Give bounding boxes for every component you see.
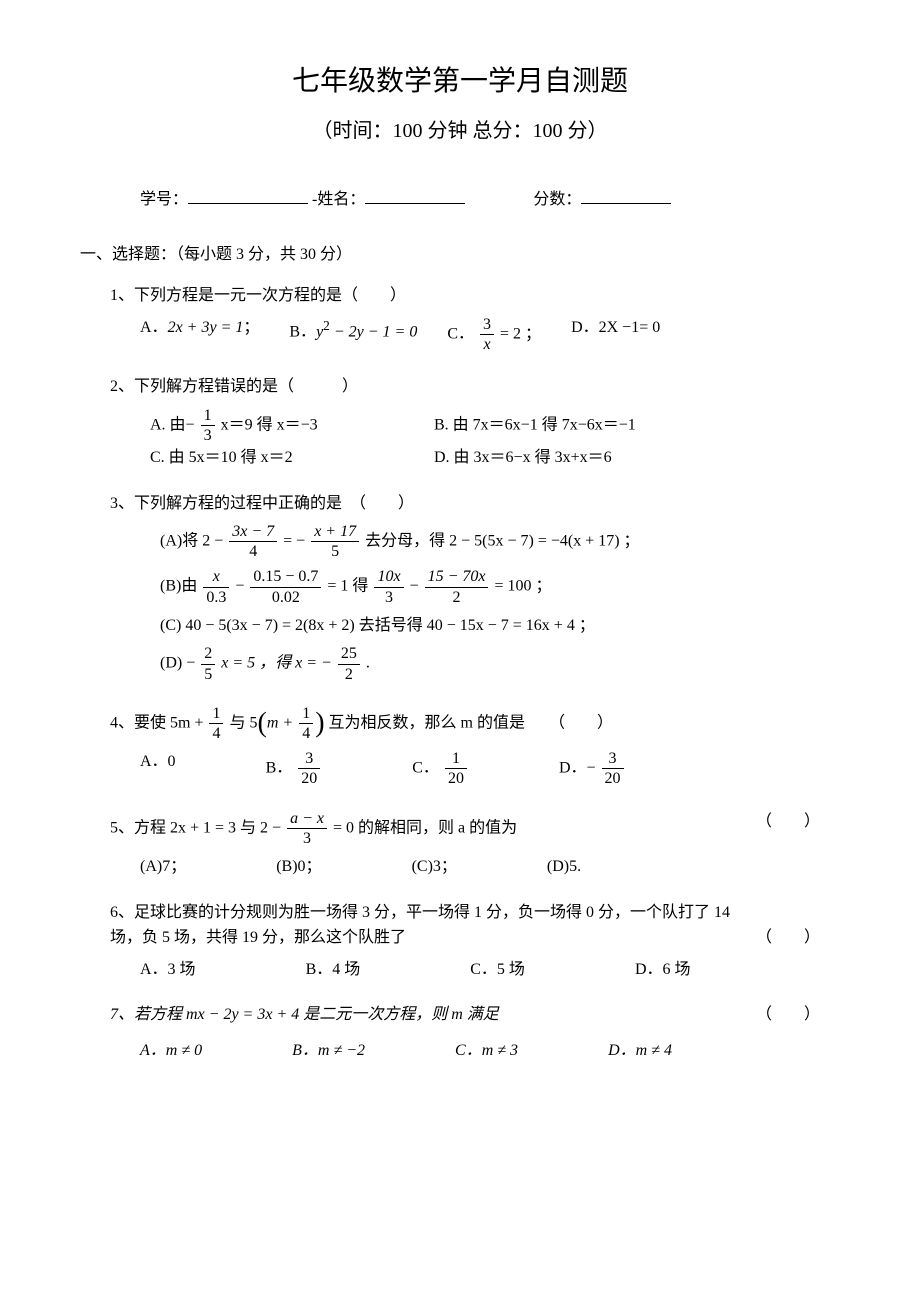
q3-optC: (C) 40 − 5(3x − 7) = 2(8x + 2) 去括号得 40 −… bbox=[160, 613, 840, 639]
q7-optD: D．m ≠ 4 bbox=[608, 1038, 672, 1064]
q1-options: A．2x + 3y = 1； B．y2 − 2y − 1 = 0 C． 3x =… bbox=[140, 315, 840, 354]
question-7: 7、若方程 mx − 2y = 3x + 4 是二元一次方程，则 m 满足 （ … bbox=[110, 1002, 840, 1063]
q7-stem: 7、若方程 mx − 2y = 3x + 4 是二元一次方程，则 m 满足 bbox=[110, 1006, 499, 1023]
score-label: 分数： bbox=[533, 191, 581, 208]
q1-optA: A．2x + 3y = 1； bbox=[140, 315, 259, 354]
q2-row2: C. 由 5x＝10 得 x＝2 D. 由 3x＝6−x 得 3x+x＝6 bbox=[150, 445, 840, 471]
q4-optD: D．− 320 bbox=[559, 749, 626, 788]
page-subtitle: （时间：100 分钟 总分：100 分） bbox=[80, 115, 840, 147]
q5-options: (A)7； (B)0； (C)3； (D)5. bbox=[140, 854, 840, 880]
question-1: 1、下列方程是一元一次方程的是（ ） A．2x + 3y = 1； B．y2 −… bbox=[110, 283, 840, 354]
q6-optB: B．4 场 bbox=[306, 957, 361, 983]
q5-optC: (C)3； bbox=[412, 854, 457, 880]
q2-row1: A. 由− 13 x＝9 得 x＝−3 B. 由 7x＝6x−1 得 7x−6x… bbox=[150, 406, 840, 445]
q1-optD: D．2X −1= 0 bbox=[571, 315, 660, 354]
q4-stem: 4、要使 5m + 14 与 5(m + 14) 互为相反数，那么 m 的值是 … bbox=[110, 704, 840, 743]
q3-optA: (A)将 2 − 3x − 74 = − x + 175 去分母，得 2 − 5… bbox=[160, 522, 840, 561]
question-2: 2、下列解方程错误的是（ ） A. 由− 13 x＝9 得 x＝−3 B. 由 … bbox=[110, 374, 840, 471]
q6-optA: A．3 场 bbox=[140, 957, 196, 983]
q5-paren: （ ） bbox=[756, 809, 820, 835]
student-id-label: 学号： bbox=[140, 191, 188, 208]
q7-optA: A．m ≠ 0 bbox=[140, 1038, 202, 1064]
q5-optD: (D)5. bbox=[547, 854, 581, 880]
q6-options: A．3 场 B．4 场 C．5 场 D．6 场 bbox=[140, 957, 840, 983]
q5-optB: (B)0； bbox=[276, 854, 321, 880]
q5-stem: 5、方程 2x + 1 = 3 与 2 − a − x3 = 0 的解相同，则 … bbox=[110, 809, 840, 848]
q6-optC: C．5 场 bbox=[470, 957, 525, 983]
question-4: 4、要使 5m + 14 与 5(m + 14) 互为相反数，那么 m 的值是 … bbox=[110, 704, 840, 789]
score-blank bbox=[581, 188, 671, 204]
q7-paren: （ ） bbox=[756, 1002, 820, 1028]
q3-stem: 3、下列解方程的过程中正确的是 （ ） bbox=[110, 491, 840, 517]
q4-optC: C． 120 bbox=[412, 749, 469, 788]
q3-optD: (D) − 25 x = 5 ，得 x = − 252 . bbox=[160, 644, 840, 683]
section1-header: 一、选择题：（每小题 3 分，共 30 分） bbox=[80, 242, 840, 268]
q2-optC: C. 由 5x＝10 得 x＝2 bbox=[150, 445, 430, 471]
q3-optB: (B)由 x0.3 − 0.15 − 0.70.02 = 1 得 10x3 − … bbox=[160, 567, 840, 606]
q6-paren: （ ） bbox=[756, 925, 820, 951]
q1-stem: 1、下列方程是一元一次方程的是（ ） bbox=[110, 283, 840, 309]
q2-stem: 2、下列解方程错误的是（ ） bbox=[110, 374, 840, 400]
q6-optD: D．6 场 bbox=[635, 957, 691, 983]
question-6: 6、足球比赛的计分规则为胜一场得 3 分，平一场得 1 分，负一场得 0 分，一… bbox=[110, 900, 840, 983]
question-5: 5、方程 2x + 1 = 3 与 2 − a − x3 = 0 的解相同，则 … bbox=[110, 809, 840, 880]
q4-optB: B． 320 bbox=[266, 749, 323, 788]
q7-optB: B．m ≠ −2 bbox=[292, 1038, 365, 1064]
q1-optC: C． 3x = 2 ； bbox=[447, 315, 541, 354]
q5-optA: (A)7； bbox=[140, 854, 186, 880]
q2-optB: B. 由 7x＝6x−1 得 7x−6x＝−1 bbox=[434, 416, 636, 433]
q7-options: A．m ≠ 0 B．m ≠ −2 C．m ≠ 3 D．m ≠ 4 bbox=[140, 1038, 840, 1064]
q4-options: A．0 B． 320 C． 120 D．− 320 bbox=[140, 749, 840, 788]
name-blank bbox=[365, 188, 465, 204]
q2-optA: A. 由− 13 x＝9 得 x＝−3 bbox=[150, 406, 430, 445]
q7-stem-row: 7、若方程 mx − 2y = 3x + 4 是二元一次方程，则 m 满足 （ … bbox=[110, 1002, 840, 1028]
student-id-blank bbox=[188, 188, 308, 204]
q6-stem2: 场，负 5 场，共得 19 分，那么这个队胜了 bbox=[110, 929, 406, 946]
q7-optC: C．m ≠ 3 bbox=[455, 1038, 518, 1064]
q6-stem1: 6、足球比赛的计分规则为胜一场得 3 分，平一场得 1 分，负一场得 0 分，一… bbox=[110, 900, 840, 926]
q1-optB: B．y2 − 2y − 1 = 0 bbox=[289, 315, 417, 354]
q2-optD: D. 由 3x＝6−x 得 3x+x＝6 bbox=[434, 449, 612, 466]
page-title: 七年级数学第一学月自测题 bbox=[80, 60, 840, 105]
name-label: -姓名： bbox=[312, 191, 365, 208]
q6-stem2-row: 场，负 5 场，共得 19 分，那么这个队胜了 （ ） bbox=[110, 925, 840, 951]
info-line: 学号： -姓名： 分数： bbox=[140, 187, 840, 213]
question-3: 3、下列解方程的过程中正确的是 （ ） (A)将 2 − 3x − 74 = −… bbox=[110, 491, 840, 684]
q4-optA: A．0 bbox=[140, 749, 176, 788]
